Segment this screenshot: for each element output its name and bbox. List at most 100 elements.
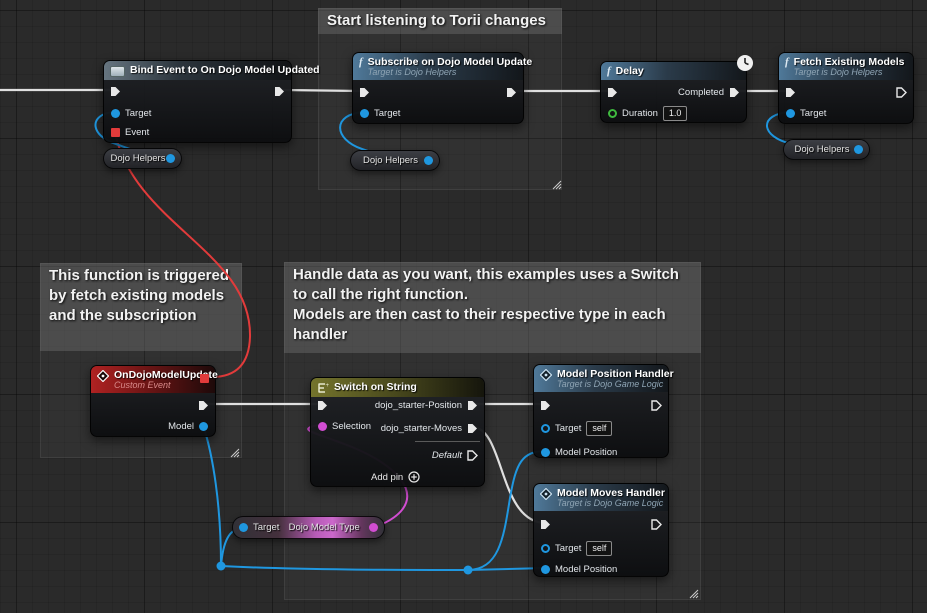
target-value-input[interactable]: self: [586, 420, 613, 436]
node-custom-event-header: OnDojoModelUpdate Custom Event: [91, 366, 218, 393]
node-delay[interactable]: f Delay Completed Duration 1.0: [600, 55, 753, 123]
comment-trigger-header[interactable]: This function is triggered by fetch exis…: [40, 263, 242, 351]
exec-out-pin[interactable]: [198, 400, 209, 411]
duration-value-input[interactable]: 1.0: [662, 105, 688, 121]
variable-out-pin[interactable]: [854, 145, 863, 154]
node-title: Model Moves Handler: [557, 487, 665, 499]
exec-out-pin[interactable]: [651, 399, 662, 411]
add-pin-button[interactable]: Add pin: [371, 471, 420, 483]
variable-out-pin[interactable]: [424, 156, 433, 165]
target-pin-label: Target: [555, 422, 582, 434]
comment-handle-resize-handle[interactable]: [687, 587, 699, 599]
selection-pin-label: Selection: [332, 420, 372, 432]
node-position-handler-header: Model Position Handler Target is Dojo Ga…: [534, 365, 674, 392]
variable-label: Dojo Helpers: [110, 153, 166, 164]
function-icon: f: [359, 56, 363, 68]
exec-in-pin[interactable]: [785, 87, 796, 98]
target-pin-label: Target: [125, 107, 152, 119]
wire-exec-bind-to-subscribe: [282, 88, 362, 93]
node-subtitle: Target is Dojo Game Logic: [557, 498, 664, 508]
exec-out-pin[interactable]: [506, 87, 517, 98]
default-exec-pin[interactable]: [467, 449, 478, 461]
exec-out-pin[interactable]: [651, 518, 662, 530]
selection-pin[interactable]: [318, 421, 327, 431]
exec-in-pin[interactable]: [607, 87, 618, 98]
exec-out-pin[interactable]: [896, 86, 907, 98]
node-title: Switch on String: [334, 381, 417, 393]
node-model-position-handler[interactable]: Model Position Handler Target is Dojo Ga…: [533, 364, 674, 458]
var-dojo-helpers-3[interactable]: Dojo Helpers: [783, 139, 870, 160]
target-pin-label: Target: [253, 522, 280, 533]
var-dojo-helpers-2[interactable]: Dojo Helpers: [350, 150, 440, 171]
reroute-node-1: [216, 561, 226, 571]
duration-pin-label: Duration: [622, 107, 658, 119]
node-bind-event-header: Bind Event to On Dojo Model Updated: [104, 61, 320, 80]
node-switch-on-string[interactable]: + Switch on String Selection dojo_starte…: [310, 377, 485, 487]
target-in-pin[interactable]: [239, 523, 248, 532]
target-pin[interactable]: [786, 108, 795, 118]
case-moves-exec-pin[interactable]: [467, 423, 478, 434]
exec-out-pin[interactable]: [274, 86, 285, 97]
node-title: Fetch Existing Models: [793, 56, 905, 68]
node-moves-handler-header: Model Moves Handler Target is Dojo Game …: [534, 484, 668, 511]
var-dojo-model-type[interactable]: Target Dojo Model Type: [232, 516, 385, 539]
var-dojo-helpers-1[interactable]: Dojo Helpers: [103, 148, 182, 169]
function-icon: f: [785, 56, 789, 68]
event-call-icon: [540, 488, 552, 500]
comment-torii-header[interactable]: Start listening to Torii changes: [318, 8, 562, 34]
node-title: Bind Event to On Dojo Model Updated: [130, 64, 320, 76]
node-model-moves-handler[interactable]: Model Moves Handler Target is Dojo Game …: [533, 483, 669, 577]
wire-model-down: [202, 424, 222, 567]
exec-in-pin[interactable]: [110, 86, 121, 97]
node-subscribe[interactable]: f Subscribe on Dojo Model Update Target …: [352, 52, 532, 124]
node-subtitle: Target is Dojo Helpers: [367, 67, 457, 77]
variable-label: Dojo Helpers: [363, 155, 418, 166]
target-pin-label: Target: [555, 542, 582, 554]
duration-pin[interactable]: [608, 108, 617, 118]
case-position-exec-pin[interactable]: [467, 400, 478, 411]
model-position-pin[interactable]: [541, 564, 550, 574]
comment-torii-resize-handle[interactable]: [550, 178, 562, 190]
node-switch-header: + Switch on String: [311, 378, 484, 397]
node-delay-header: f Delay: [601, 62, 746, 80]
reroute-node-2: [463, 565, 473, 575]
comment-handle-text-1: Handle data as you want, this examples u…: [293, 266, 679, 303]
target-value-input[interactable]: self: [586, 540, 613, 556]
function-icon: f: [607, 65, 611, 77]
target-pin[interactable]: [541, 423, 550, 433]
comment-trigger-text: This function is triggered by fetch exis…: [49, 267, 230, 324]
model-position-pin[interactable]: [541, 447, 550, 457]
case-position-label: dojo_starter-Position: [374, 399, 462, 411]
comment-trigger-resize-handle[interactable]: [228, 446, 240, 458]
variable-out-pin[interactable]: [166, 154, 175, 163]
node-subscribe-header: f Subscribe on Dojo Model Update Target …: [353, 53, 532, 80]
exec-in-pin[interactable]: [317, 400, 328, 411]
event-call-icon: [540, 369, 552, 381]
svg-text:+: +: [326, 383, 330, 389]
target-pin[interactable]: [541, 543, 550, 553]
target-pin[interactable]: [111, 108, 120, 118]
completed-exec-out-pin[interactable]: [729, 87, 740, 98]
node-bind-event[interactable]: Bind Event to On Dojo Model Updated Targ…: [103, 60, 320, 143]
wire-model-horizontal: [220, 565, 469, 571]
node-subtitle: Target is Dojo Helpers: [793, 67, 883, 77]
exec-in-pin[interactable]: [540, 400, 551, 411]
comment-handle-text-2: Models are then cast to their respective…: [293, 306, 666, 343]
node-fetch-existing-models[interactable]: f Fetch Existing Models Target is Dojo H…: [778, 52, 914, 124]
event-delegate-out-pin[interactable]: [200, 374, 209, 383]
exec-in-pin[interactable]: [359, 87, 370, 98]
target-pin-label: Target: [374, 107, 401, 119]
node-title: Delay: [615, 65, 644, 77]
add-pin-icon: [408, 471, 420, 483]
exec-in-pin[interactable]: [540, 519, 551, 530]
event-delegate-pin[interactable]: [111, 127, 120, 137]
event-pin-label: Event: [125, 126, 150, 138]
model-out-pin[interactable]: [199, 421, 208, 431]
node-custom-event[interactable]: OnDojoModelUpdate Custom Event Model: [90, 365, 218, 437]
comment-handle-header[interactable]: Handle data as you want, this examples u…: [284, 262, 701, 353]
target-pin[interactable]: [360, 108, 369, 118]
default-pin-label: Default: [431, 449, 462, 461]
variable-out-pin[interactable]: [369, 523, 378, 532]
node-fetch-header: f Fetch Existing Models Target is Dojo H…: [779, 53, 913, 80]
